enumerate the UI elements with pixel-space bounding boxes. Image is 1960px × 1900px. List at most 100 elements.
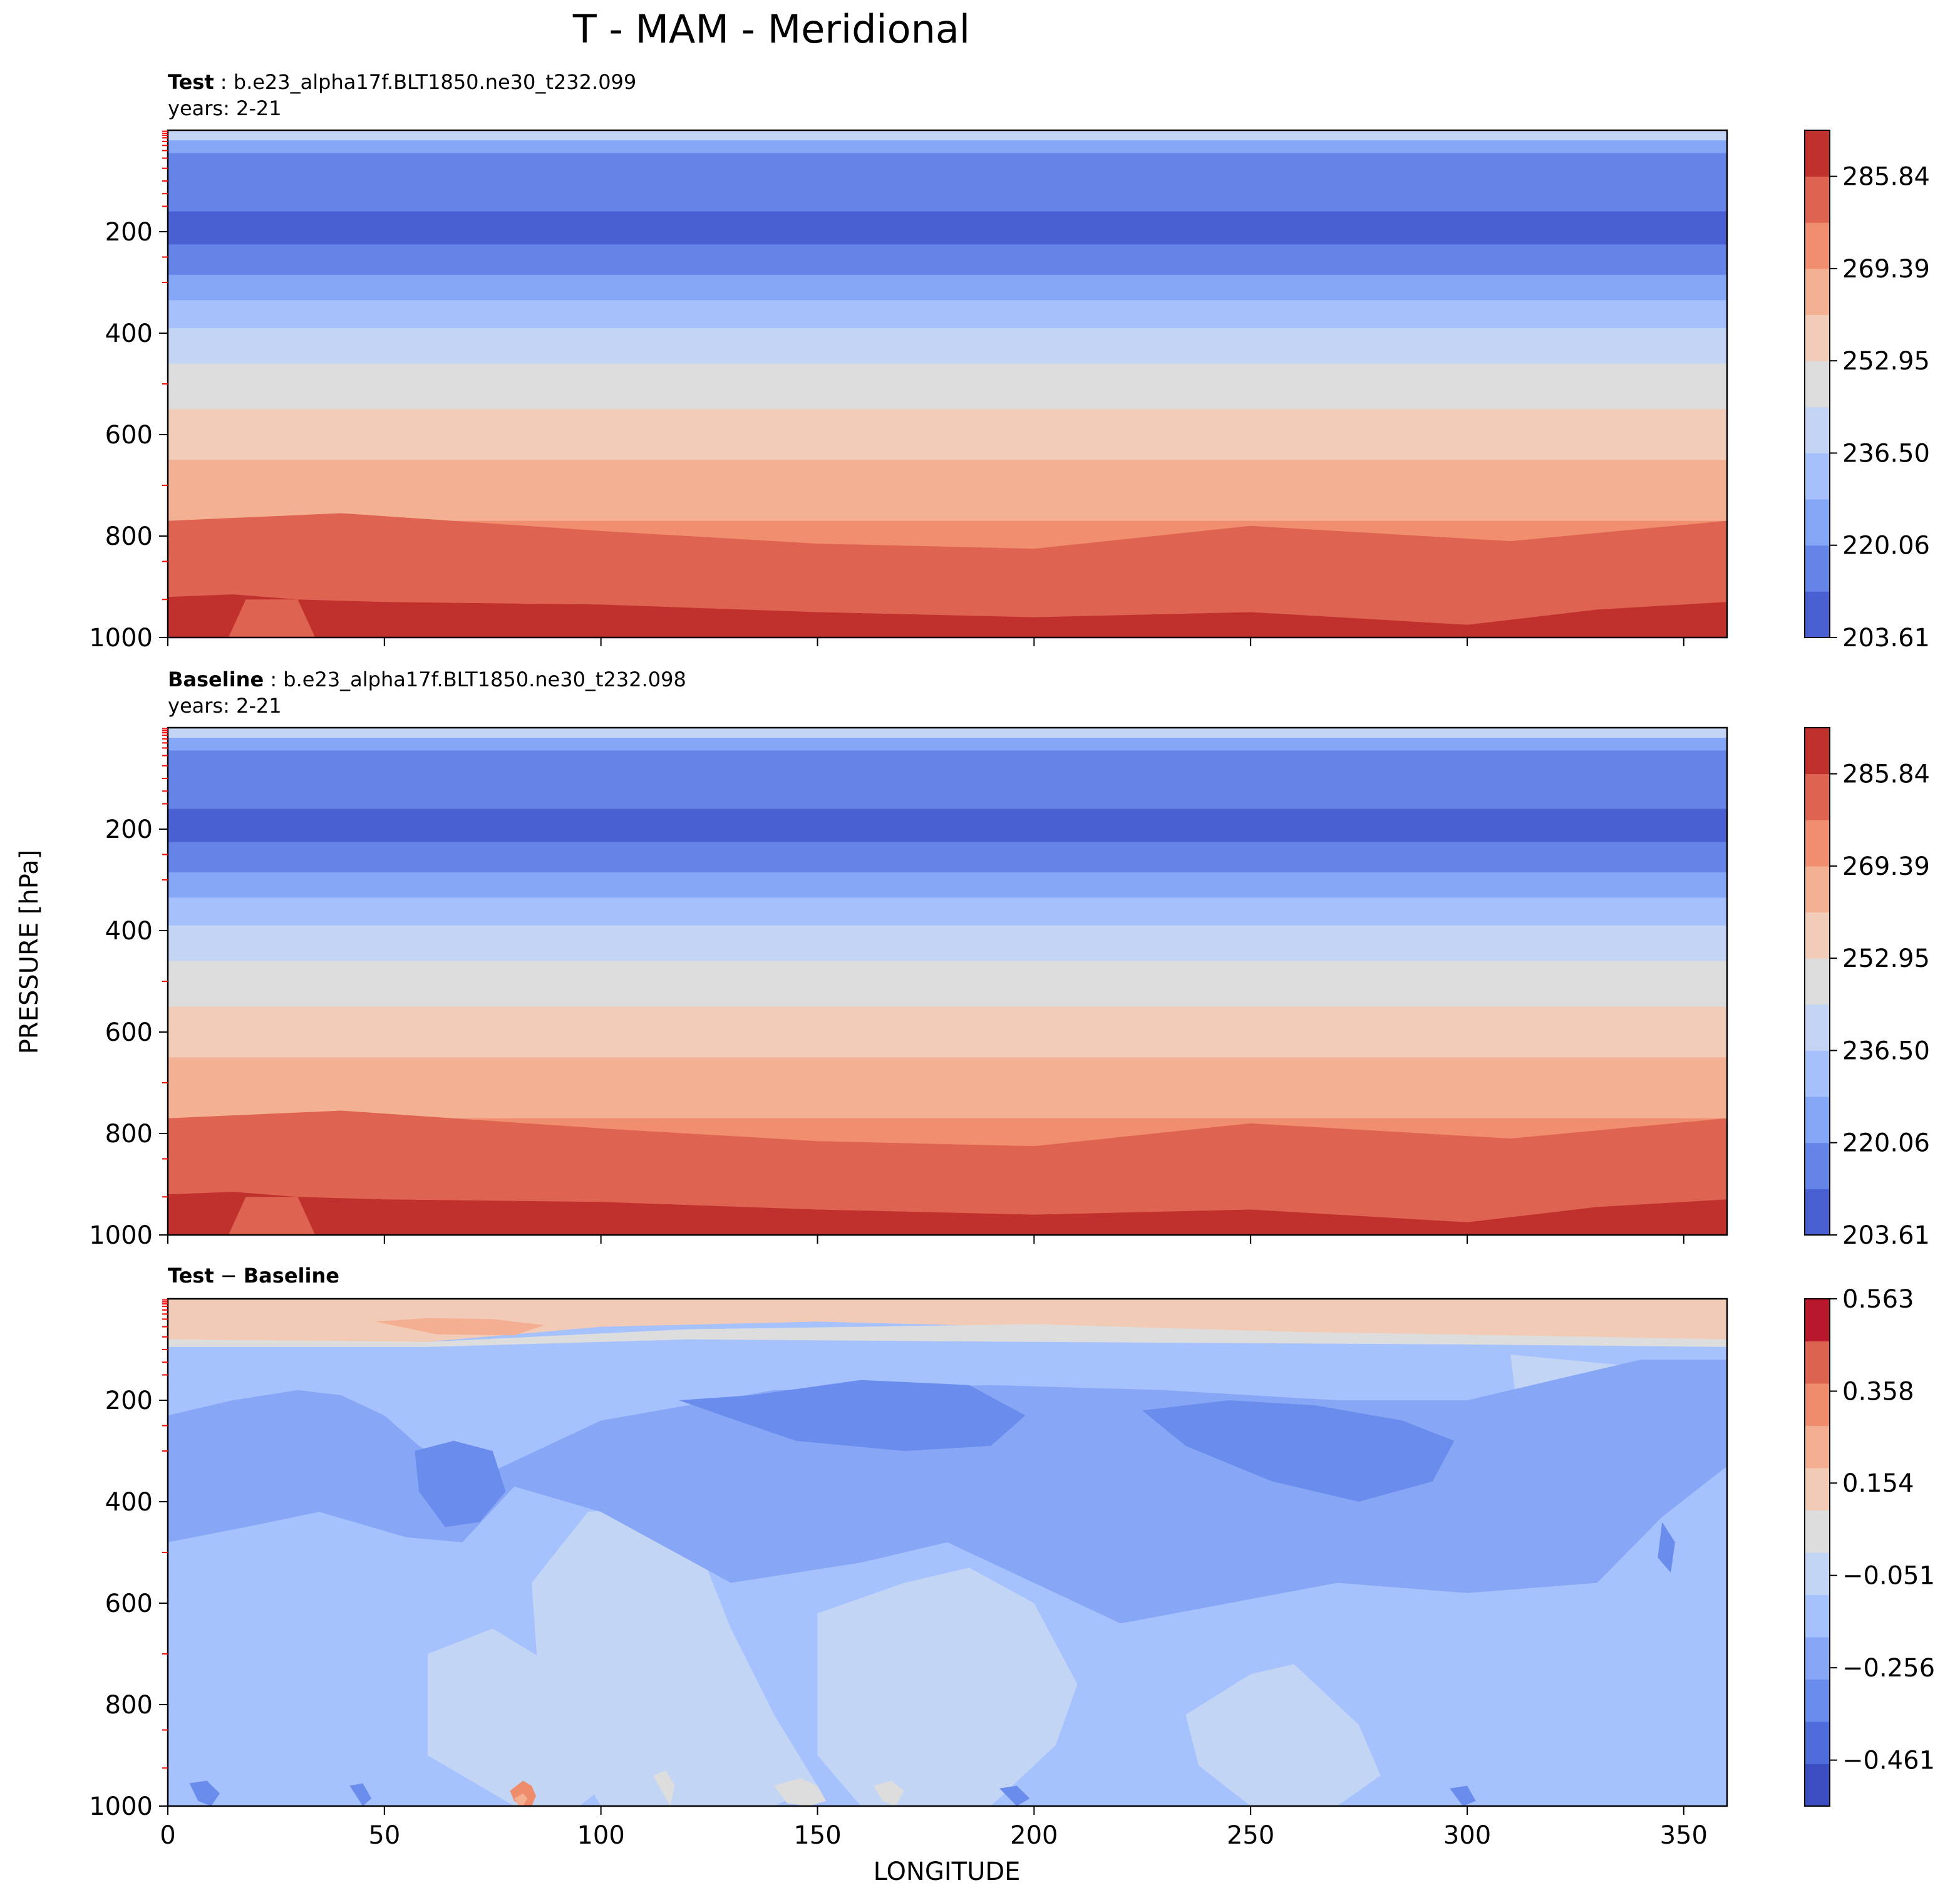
difference-colorbar: −0.461 −0.256 −0.051 0.154 0.358 0.563 (1804, 1285, 1935, 1807)
test-temperature-band (168, 409, 1727, 460)
diff-contour-region (1142, 1400, 1455, 1502)
baseline-y-tick-label: 800 (105, 1120, 153, 1149)
diff-colorbar-level (1805, 1722, 1830, 1764)
diff-colorbar-tick-label: −0.256 (1842, 1654, 1935, 1683)
test-colorbar-level (1805, 268, 1830, 316)
test-y-tick-label: 200 (105, 218, 153, 247)
diff-y-tick-label: 800 (105, 1691, 153, 1720)
baseline-colorbar-level (1805, 820, 1830, 867)
test-temperature-band (168, 460, 1727, 522)
diff-colorbar-tick-label: −0.051 (1842, 1562, 1935, 1591)
baseline-temperature-band (168, 738, 1727, 751)
diff-contour-region (999, 1785, 1030, 1806)
test-surface-layer (168, 594, 1727, 638)
diff-contour-region (376, 1318, 545, 1336)
baseline-contour-plot: 200 400 600 800 1000 (89, 726, 1728, 1250)
test-colorbar-level (1805, 453, 1830, 500)
diff-label-test: Test (168, 1264, 214, 1288)
diff-contour-region (532, 1507, 818, 1806)
diff-x-tick-label: 50 (368, 1821, 400, 1850)
baseline-colorbar-level (1805, 1097, 1830, 1144)
diff-contour-region (1185, 1664, 1381, 1806)
diff-contour-region (817, 1567, 1078, 1806)
baseline-y-tick-label: 600 (105, 1018, 153, 1047)
diff-colorbar-level (1805, 1383, 1830, 1426)
test-temperature-band (168, 244, 1727, 276)
baseline-colorbar-level (1805, 1004, 1830, 1051)
test-temperature-band (168, 211, 1727, 245)
test-colorbar-tick-label: 203.61 (1842, 624, 1930, 653)
diff-colorbar-level (1805, 1552, 1830, 1595)
test-colorbar: 203.61 220.06 236.50 252.95 269.39 285.84 (1804, 130, 1930, 653)
diff-x-tick-label: 100 (577, 1821, 624, 1850)
test-colorbar-tick-label: 285.84 (1842, 163, 1930, 192)
diff-x-tick-label: 250 (1227, 1821, 1274, 1850)
diff-colorbar-tick-label: 0.358 (1842, 1377, 1914, 1406)
diff-colorbar-tick-label: 0.563 (1842, 1285, 1914, 1314)
diff-colorbar-tick-label: 0.154 (1842, 1469, 1914, 1498)
test-temperature-band (168, 300, 1727, 329)
test-colorbar-level (1805, 314, 1830, 361)
baseline-colorbar-tick-label: 269.39 (1842, 852, 1930, 881)
diff-contour-region (514, 1793, 528, 1806)
baseline-colorbar-tick-label: 220.06 (1842, 1129, 1930, 1158)
test-temperature-band (168, 363, 1727, 410)
diff-y-tick-label: 200 (105, 1386, 153, 1415)
test-colorbar-level (1805, 222, 1830, 269)
diff-y-tick-label: 1000 (89, 1792, 153, 1821)
baseline-colorbar-tick-label: 236.50 (1842, 1036, 1930, 1065)
test-y-tick-label: 1000 (89, 624, 153, 653)
test-colorbar-tick-label: 236.50 (1842, 439, 1930, 468)
diff-colorbar-tick-label: −0.461 (1842, 1747, 1935, 1775)
baseline-colorbar-level (1805, 958, 1830, 1005)
diff-colorbar-level (1805, 1763, 1830, 1807)
baseline-colorbar-tick-label: 285.84 (1842, 760, 1930, 789)
baseline-years: years: 2-21 (168, 694, 282, 718)
test-colorbar-level (1805, 591, 1830, 638)
diff-x-tick-label: 200 (1010, 1821, 1058, 1850)
diff-colorbar-level (1805, 1341, 1830, 1384)
diff-y-tick-label: 600 (105, 1589, 153, 1618)
diff-colorbar-level (1805, 1637, 1830, 1680)
diff-colorbar-level (1805, 1299, 1830, 1341)
baseline-temperature-band (168, 1006, 1727, 1058)
test-label: Test : b.e23_alpha17f.BLT1850.ne30_t232.… (168, 70, 636, 94)
baseline-label-case: : b.e23_alpha17f.BLT1850.ne30_t232.098 (264, 668, 686, 691)
diff-contour-region (1450, 1785, 1476, 1806)
baseline-label-bold: Baseline (168, 668, 264, 691)
baseline-temperature-band (168, 808, 1727, 842)
diff-contour-region (349, 1783, 372, 1806)
diff-x-tick-label: 300 (1443, 1821, 1491, 1850)
baseline-temperature-band (168, 728, 1727, 738)
baseline-colorbar-tick-label: 252.95 (1842, 944, 1930, 973)
baseline-y-tick-label: 400 (105, 917, 153, 946)
test-temperature-band (168, 153, 1727, 212)
baseline-temperature-band (168, 750, 1727, 810)
diff-label-minus: − (214, 1264, 244, 1288)
test-contour-plot: 200 400 600 800 1000 (89, 129, 1728, 653)
baseline-colorbar-level (1805, 728, 1830, 775)
diff-label: Test − Baseline (168, 1264, 339, 1288)
baseline-temperature-band (168, 872, 1727, 898)
baseline-colorbar-level (1805, 773, 1830, 820)
test-colorbar-level (1805, 130, 1830, 177)
diff-colorbar-level (1805, 1468, 1830, 1510)
baseline-y-tick-label: 1000 (89, 1221, 153, 1250)
diff-contour-region (874, 1780, 904, 1806)
diff-colorbar-level (1805, 1510, 1830, 1553)
test-colorbar-tick-label: 269.39 (1842, 255, 1930, 284)
baseline-temperature-band (168, 1057, 1727, 1119)
test-y-tick-label: 600 (105, 421, 153, 450)
test-colorbar-tick-label: 220.06 (1842, 532, 1930, 560)
baseline-colorbar: 203.61 220.06 236.50 252.95 269.39 285.84 (1804, 727, 1930, 1250)
baseline-temperature-band (168, 897, 1727, 926)
test-y-tick-label: 800 (105, 522, 153, 551)
diff-y-tick-label: 400 (105, 1488, 153, 1517)
test-label-bold: Test (168, 70, 214, 94)
diff-x-tick-label: 150 (793, 1821, 841, 1850)
baseline-colorbar-tick-label: 203.61 (1842, 1221, 1930, 1250)
diff-contour-region (774, 1778, 827, 1806)
baseline-colorbar-level (1805, 1142, 1830, 1189)
